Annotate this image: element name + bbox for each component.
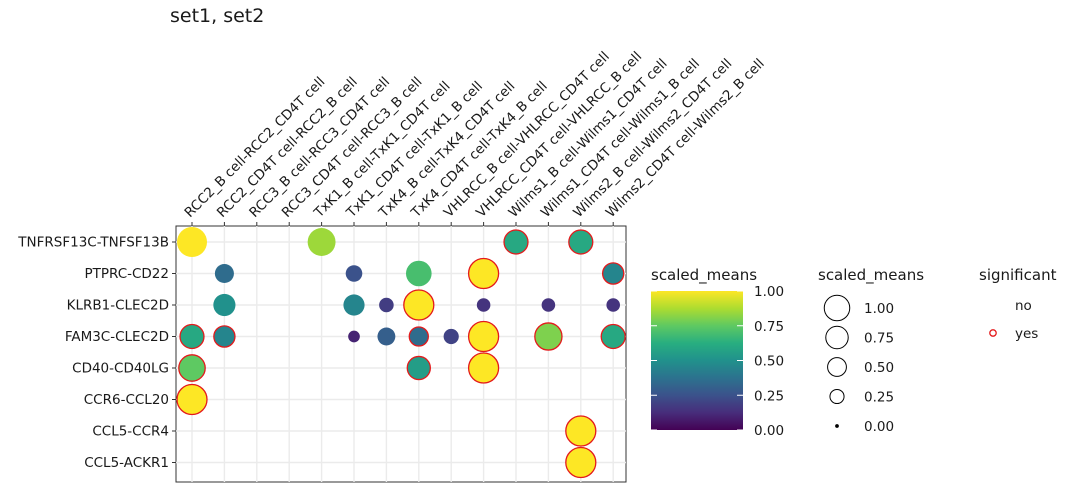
- data-point: [343, 294, 365, 316]
- plot-panel: [175, 225, 627, 483]
- significance-legend: significant no yes: [979, 266, 1057, 342]
- size-legend-key: [835, 424, 839, 428]
- data-point: [214, 263, 234, 284]
- data-point: [565, 446, 597, 479]
- colorbar-tick-label: 0.25: [754, 388, 784, 404]
- data-point: [178, 354, 206, 382]
- significance-legend-label: yes: [1015, 326, 1038, 342]
- row-label: PTPRC-CD22: [84, 266, 169, 282]
- data-point: [177, 227, 207, 257]
- row-labels: TNFRSF13C-TNFSF13B PTPRC-CD22 KLRB1-CLEC2D…: [17, 235, 176, 471]
- data-point: [403, 289, 435, 321]
- data-point: [406, 355, 431, 381]
- row-label: CCL5-ACKR1: [84, 455, 169, 471]
- row-label: FAM3C-CLEC2D: [65, 329, 169, 345]
- data-point: [345, 265, 363, 282]
- colorbar-tick-label: 0.50: [754, 354, 784, 370]
- size-legend-key: [829, 388, 845, 405]
- size-legend-label: 0.75: [864, 331, 894, 347]
- dots: [176, 227, 626, 479]
- data-point: [467, 320, 500, 353]
- data-point: [213, 325, 236, 348]
- data-point: [179, 323, 205, 350]
- size-legend-key: [827, 357, 847, 377]
- size-legend-label: 1.00: [864, 301, 894, 317]
- data-point: [307, 228, 336, 256]
- data-point: [467, 257, 500, 290]
- colorbar-tick-label: 1.00: [754, 284, 784, 300]
- row-label: KLRB1-CLEC2D: [67, 298, 169, 314]
- data-point: [601, 262, 625, 285]
- data-point: [476, 298, 491, 312]
- data-point: [503, 229, 529, 255]
- colorbar-tick-label: 0.00: [754, 423, 784, 439]
- size-legend-label: 0.25: [864, 390, 894, 406]
- significance-legend-key: [989, 329, 997, 337]
- size-legend-key: [823, 294, 851, 322]
- data-point: [379, 297, 394, 313]
- size-legend-label: 0.00: [864, 419, 894, 435]
- color-legend-title: scaled_means: [651, 266, 757, 285]
- row-label: CCL5-CCR4: [92, 424, 169, 440]
- data-point: [408, 326, 429, 347]
- data-point: [565, 415, 597, 447]
- significance-legend-title: significant: [979, 266, 1057, 284]
- significance-legend-key: [989, 301, 997, 309]
- row-label: CD40-CD40LG: [72, 361, 169, 377]
- row-label: CCR6-CCL20: [84, 392, 169, 408]
- data-point: [176, 383, 208, 416]
- size-legend-title: scaled_means: [818, 266, 924, 285]
- color-legend: scaled_means 1.00 0.75 0.50 0.25 0.00: [651, 266, 784, 439]
- chart-title: set1, set2: [170, 5, 264, 27]
- size-legend-label: 0.50: [864, 360, 894, 376]
- panel-border: [175, 225, 627, 483]
- size-legend: scaled_means 1.00 0.75 0.50 0.25 0.00: [818, 266, 924, 435]
- size-legend-key: [825, 325, 849, 350]
- data-point: [534, 322, 563, 351]
- data-point: [467, 352, 500, 384]
- colorbar: [651, 291, 743, 430]
- colorbar-tick-label: 0.75: [754, 319, 784, 335]
- data-point: [443, 328, 459, 345]
- data-point: [405, 260, 432, 287]
- data-point: [600, 323, 626, 350]
- data-point: [213, 293, 236, 317]
- significance-legend-label: no: [1015, 298, 1032, 314]
- data-point: [377, 327, 396, 346]
- data-point: [348, 330, 360, 343]
- data-point: [568, 229, 594, 255]
- data-point: [606, 298, 620, 312]
- row-label: TNFRSF13C-TNFSF13B: [17, 235, 169, 251]
- data-point: [541, 298, 556, 312]
